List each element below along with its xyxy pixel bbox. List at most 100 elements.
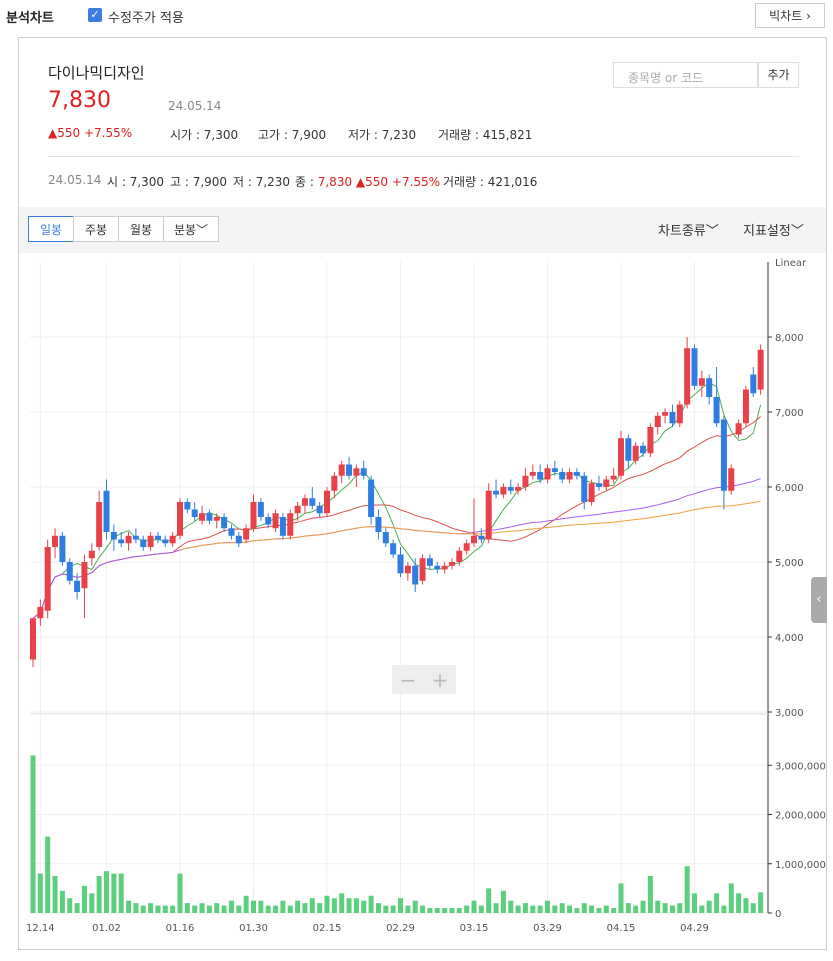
checkbox-label[interactable]: 수정주가 적용 <box>108 11 184 26</box>
candle-body <box>177 502 183 536</box>
chart-type-menu[interactable]: 차트종류﹀ <box>658 224 719 239</box>
volume-bar <box>449 908 455 913</box>
candle-body <box>676 404 683 424</box>
tab[interactable]: 월봉 <box>118 216 164 242</box>
candle-body <box>140 539 147 547</box>
marks <box>30 337 764 913</box>
big-chart-button[interactable]: 빅차트 › <box>755 3 825 28</box>
y2-tick-label: 3,000,000 <box>775 761 826 772</box>
candle-body <box>713 397 720 424</box>
y2-tick-label: 1,000,000 <box>775 860 826 871</box>
zoom-control[interactable] <box>392 665 456 694</box>
candle-body <box>154 535 161 540</box>
candle-body <box>235 535 242 544</box>
candle-body <box>419 558 426 581</box>
candle-body <box>757 349 764 390</box>
candle-body <box>441 565 448 570</box>
candle-body <box>294 505 301 514</box>
volume-bar <box>508 900 514 913</box>
button-label: 빅차트 <box>769 9 803 23</box>
candle-body <box>96 502 103 547</box>
candle-body <box>213 517 220 521</box>
info-field: 고 : 7,900 <box>170 175 228 189</box>
volume-bar <box>471 900 477 913</box>
panel <box>18 37 827 950</box>
volume-bar <box>706 900 712 913</box>
candle-body <box>684 348 691 405</box>
candle-body <box>191 509 198 517</box>
field: 거래량 : 415,821 <box>438 128 533 142</box>
candle-body <box>118 539 125 544</box>
candle-body <box>662 412 669 416</box>
candle-body <box>279 517 286 536</box>
x-tick-label: 03.29 <box>533 923 562 934</box>
candle-body <box>301 498 308 506</box>
volume-bar <box>361 900 367 913</box>
volume-bar <box>177 873 183 913</box>
scale-label: Linear <box>775 258 807 269</box>
candle-body <box>132 535 139 540</box>
volume-bar <box>434 908 440 913</box>
tab[interactable]: 주봉 <box>73 216 119 242</box>
candle-body <box>324 490 330 514</box>
moving-average <box>179 500 761 551</box>
zoom-out[interactable]: − <box>400 668 417 692</box>
volume-bar <box>493 903 499 913</box>
candle-body <box>346 464 353 476</box>
candle-body <box>221 517 228 529</box>
candle-body <box>691 348 698 386</box>
info-field: 저 : 7,230 <box>233 175 291 189</box>
tab[interactable]: 분봉﹀ <box>163 216 219 242</box>
volume-bar <box>743 898 749 913</box>
candle-body <box>250 502 257 529</box>
page-title: 분석차트 <box>6 11 54 26</box>
side-toggle[interactable]: ‹ <box>811 577 827 623</box>
volume-bar <box>339 893 345 913</box>
x-tick-label: 02.29 <box>386 923 415 934</box>
candle-body <box>88 550 95 559</box>
volume-bar <box>611 908 617 913</box>
candle-body <box>625 438 632 461</box>
info-label: 종 : <box>295 175 314 189</box>
candle-body <box>287 513 294 536</box>
volume-bar <box>295 900 301 913</box>
volume-bar <box>162 905 168 913</box>
volume-bar <box>669 905 675 913</box>
candle-body <box>184 502 191 510</box>
candle-body <box>551 468 558 472</box>
y-tick-label: 4,000 <box>775 633 804 644</box>
info-close: 7,830 <box>317 175 353 189</box>
info-field: 거래량 : 421,016 <box>443 175 538 189</box>
volume-bar <box>699 905 705 913</box>
candle-body <box>228 528 235 536</box>
volume-bar <box>30 755 36 913</box>
field: 고가 : 7,900 <box>258 128 327 142</box>
indicator-menu[interactable]: 지표설정﹀ <box>743 224 804 239</box>
candle-body <box>750 374 757 394</box>
info-rate: +7.55% <box>391 175 441 189</box>
candle-body <box>610 475 617 480</box>
volume-bar <box>375 903 381 913</box>
volume-bar <box>574 908 580 913</box>
candle-body <box>44 547 51 611</box>
volume-bar <box>603 905 609 913</box>
x-tick-label: 02.15 <box>313 923 342 934</box>
search-input[interactable]: 종목명 or 코드 <box>613 62 758 88</box>
zoom-in[interactable]: + <box>432 668 449 692</box>
volume-bar <box>317 903 323 913</box>
volume-bar <box>96 876 102 913</box>
candle-body <box>331 475 338 491</box>
field: 저가 : 7,230 <box>348 128 417 142</box>
candle-body <box>654 415 661 427</box>
add-button[interactable]: 추가 <box>758 62 799 88</box>
candle-body <box>162 539 169 544</box>
candle-body <box>588 483 595 502</box>
volume-bar <box>353 898 359 913</box>
tab[interactable]: 일봉 <box>28 216 74 242</box>
volume-bar <box>221 905 227 913</box>
candle-body <box>529 472 536 476</box>
checkbox[interactable]: ✓ <box>88 8 102 22</box>
x-tick-label: 01.02 <box>92 923 121 934</box>
info-field: 종 : 7,830 ▲550 +7.55% <box>295 173 440 190</box>
volume-bar <box>736 893 742 913</box>
